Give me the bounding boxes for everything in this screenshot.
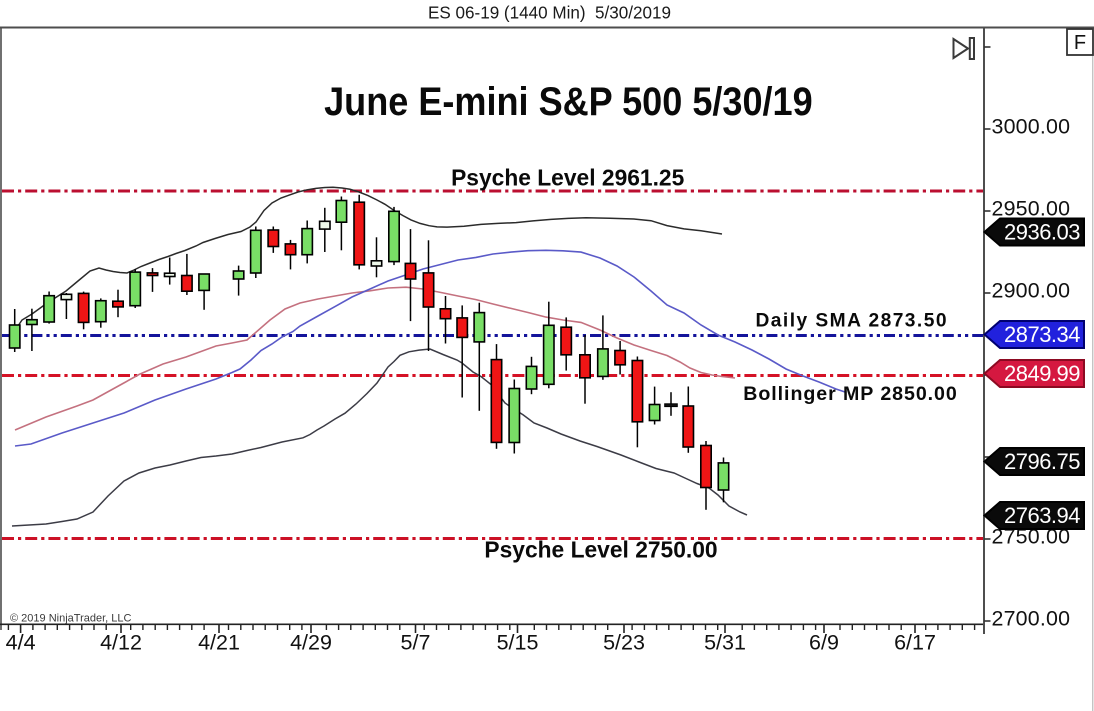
svg-text:2873.34: 2873.34: [1004, 322, 1081, 347]
svg-text:5/7: 5/7: [401, 631, 431, 655]
svg-text:June E-mini S&P 500 5/30/19: June E-mini S&P 500 5/30/19: [324, 80, 813, 124]
svg-text:5/23: 5/23: [603, 631, 645, 655]
svg-text:4/4: 4/4: [6, 631, 36, 655]
svg-text:5/31: 5/31: [704, 631, 746, 655]
svg-text:2950.00: 2950.00: [992, 197, 1071, 221]
svg-text:Bollinger MP 2850.00: Bollinger MP 2850.00: [743, 383, 957, 405]
svg-text:ES 06-19 (1440 Min) 5/30/2019: ES 06-19 (1440 Min) 5/30/2019: [428, 2, 671, 22]
svg-text:4/12: 4/12: [100, 631, 142, 655]
svg-text:F: F: [1074, 32, 1086, 54]
svg-text:Psyche Level 2961.25: Psyche Level 2961.25: [451, 165, 685, 191]
svg-text:2796.75: 2796.75: [1004, 449, 1081, 474]
svg-text:© 2019 NinjaTrader, LLC: © 2019 NinjaTrader, LLC: [10, 613, 131, 625]
svg-text:4/29: 4/29: [290, 631, 332, 655]
svg-text:6/9: 6/9: [809, 631, 839, 655]
svg-text:3000.00: 3000.00: [992, 115, 1071, 139]
svg-text:2936.03: 2936.03: [1004, 220, 1081, 245]
svg-text:5/15: 5/15: [497, 631, 539, 655]
svg-text:2763.94: 2763.94: [1004, 503, 1081, 528]
svg-text:2700.00: 2700.00: [992, 607, 1071, 631]
svg-text:Psyche Level 2750.00: Psyche Level 2750.00: [484, 537, 717, 563]
svg-text:2900.00: 2900.00: [992, 279, 1071, 303]
svg-text:2849.99: 2849.99: [1004, 361, 1081, 386]
svg-text:Daily SMA 2873.50: Daily SMA 2873.50: [756, 311, 947, 332]
svg-text:6/17: 6/17: [894, 631, 936, 655]
svg-text:4/21: 4/21: [198, 631, 240, 655]
